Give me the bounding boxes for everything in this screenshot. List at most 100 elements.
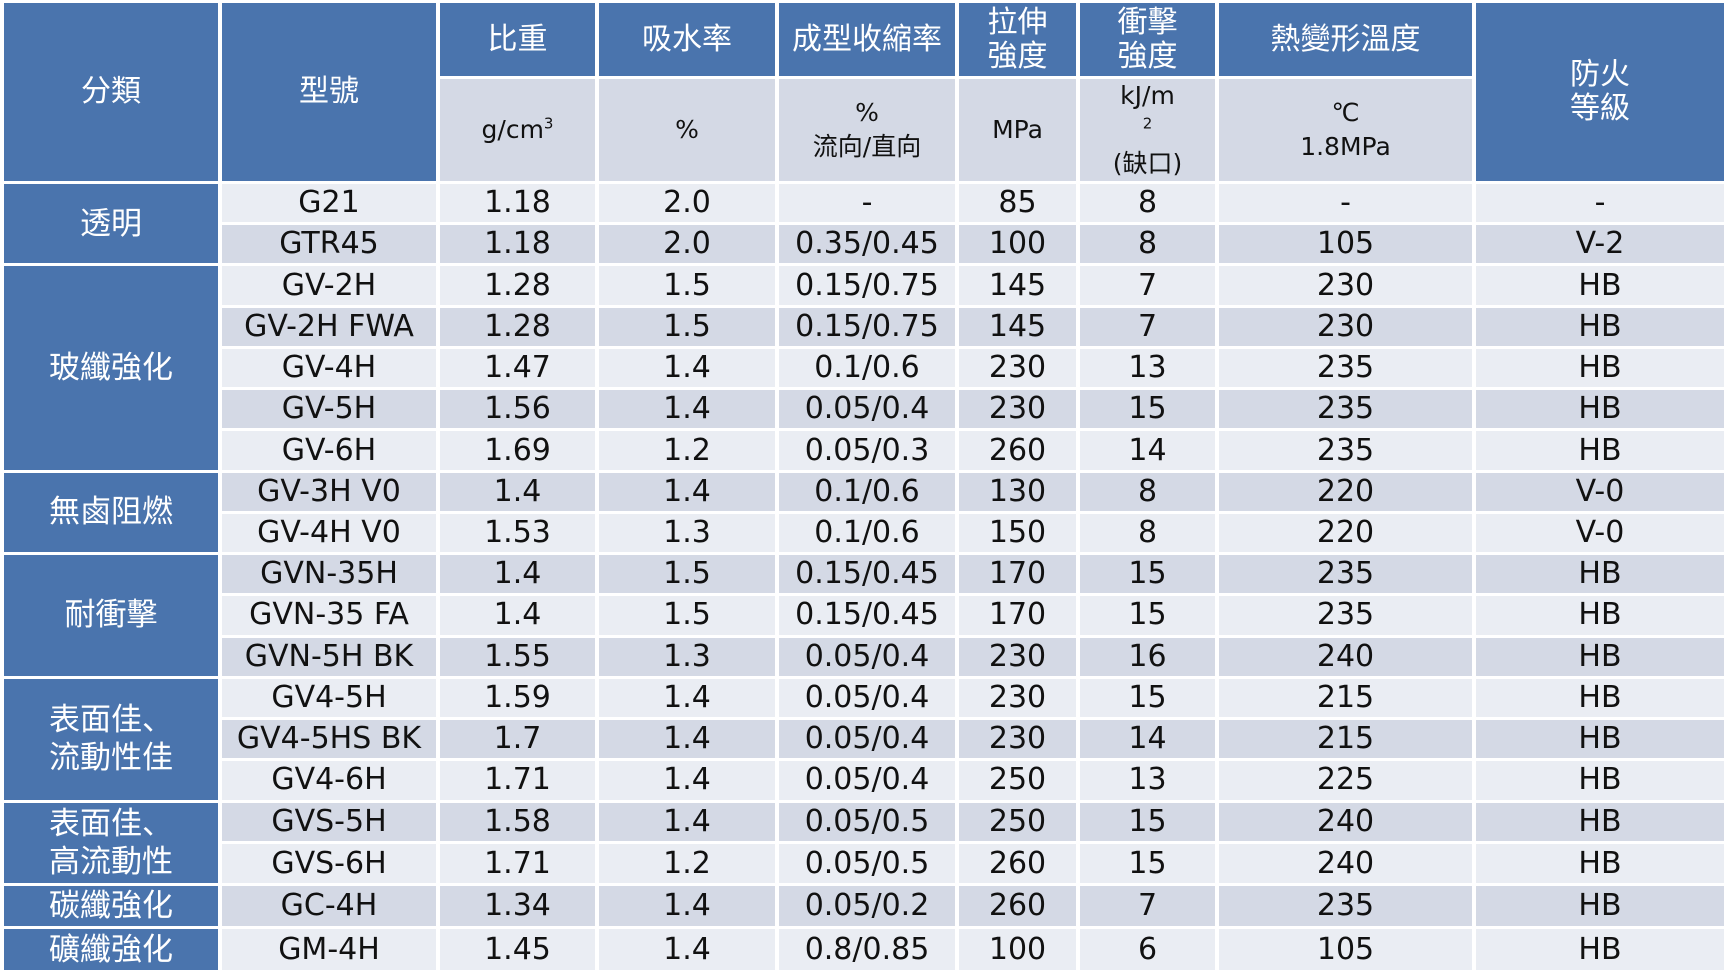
table-body: 透明 G21 1.18 2.0-85 8- - GTR45 1.18 2.0 0.35/0.45 1… (4, 184, 1724, 970)
hdt-cell: 230 (1219, 266, 1472, 305)
hdt-cell: 230 (1219, 307, 1472, 346)
model-cell: GTR45 (222, 225, 436, 264)
impact-cell: 14 (1080, 431, 1215, 470)
shrinkage-cell: 0.05/0.3 (779, 431, 955, 470)
hdt-cell: 235 (1219, 390, 1472, 429)
impact-cell: 15 (1080, 678, 1215, 718)
table-row: GV-2H FWA 1.28 1.5 0.15/0.75 145 7 230 HB (4, 307, 1724, 346)
header-tensile-line1: 拉伸 (987, 4, 1048, 40)
model-cell: GVN-5H BK (222, 637, 436, 676)
density-cell: 1.7 (440, 720, 595, 759)
shrinkage-cell: - (779, 184, 955, 223)
shrinkage-cell: 0.05/0.4 (779, 390, 955, 429)
unit-shrinkage-line1: % (855, 98, 879, 127)
shrinkage-cell: 0.1/0.6 (779, 513, 955, 553)
unit-impact-line1: kJ/m 2 (1080, 79, 1215, 147)
unit-water-absorption: % (599, 79, 775, 181)
hdt-cell: 235 (1219, 431, 1472, 470)
water-absorption-cell: 1.4 (599, 348, 775, 388)
shrinkage-cell: 0.15/0.75 (779, 307, 955, 346)
fire-rating-cell: - (1476, 184, 1724, 223)
fire-rating-cell: HB (1476, 678, 1724, 718)
header-density: 比重 (440, 3, 595, 76)
fire-rating-cell: HB (1476, 637, 1724, 676)
table-row: GVN-5H BK 1.55 1.3 0.05/0.4 230 16 240 HB (4, 637, 1724, 676)
category-cell: 碳纖強化 (4, 886, 218, 927)
header-category: 分類 (4, 3, 218, 181)
tensile-cell: 150 (959, 513, 1076, 553)
fire-rating-cell: V-2 (1476, 225, 1724, 264)
header-water-absorption: 吸水率 (599, 3, 775, 76)
tensile-cell: 230 (959, 720, 1076, 759)
model-cell: GV-2H FWA (222, 307, 436, 346)
density-cell: 1.69 (440, 431, 595, 470)
category-cell: 礦纖強化 (4, 929, 218, 970)
model-cell: G21 (222, 184, 436, 223)
hdt-cell: 235 (1219, 555, 1472, 594)
hdt-cell: 235 (1219, 348, 1472, 388)
unit-hdt-line1: ℃ (1331, 98, 1360, 127)
density-cell: 1.59 (440, 678, 595, 718)
unit-hdt-line2: 1.8MPa (1300, 132, 1391, 161)
tensile-cell: 100 (959, 225, 1076, 264)
impact-cell: 15 (1080, 555, 1215, 594)
density-cell: 1.34 (440, 886, 595, 927)
density-cell: 1.28 (440, 266, 595, 305)
table-row: GVN-35 FA 1.4 1.5 0.15/0.45 170 15 235 HB (4, 596, 1724, 635)
impact-cell: 8 (1080, 184, 1215, 223)
water-absorption-cell: 1.4 (599, 390, 775, 429)
shrinkage-cell: 0.15/0.45 (779, 596, 955, 635)
hdt-cell: 215 (1219, 678, 1472, 718)
density-cell: 1.4 (440, 472, 595, 511)
impact-cell: 14 (1080, 720, 1215, 759)
density-cell: 1.28 (440, 307, 595, 346)
hdt-cell: 235 (1219, 886, 1472, 927)
water-absorption-cell: 1.4 (599, 886, 775, 927)
table-row: GV4-5HS BK 1.7 1.4 0.05/0.4 230 14 215 HB (4, 720, 1724, 759)
impact-cell: 13 (1080, 348, 1215, 388)
unit-shrinkage-line2: 流向/直向 (812, 132, 922, 161)
model-cell: GC-4H (222, 886, 436, 927)
header-tensile-line2: 強度 (987, 38, 1048, 74)
water-absorption-cell: 1.3 (599, 637, 775, 676)
density-cell: 1.58 (440, 802, 595, 842)
header-impact: 衝擊 強度 (1080, 3, 1215, 76)
hdt-cell: 105 (1219, 929, 1472, 970)
model-cell: GV4-5HS BK (222, 720, 436, 759)
tensile-cell: 130 (959, 472, 1076, 511)
water-absorption-cell: 1.2 (599, 431, 775, 470)
impact-cell: 7 (1080, 886, 1215, 927)
water-absorption-cell: 1.4 (599, 472, 775, 511)
hdt-cell: 240 (1219, 802, 1472, 842)
model-cell: GVS-5H (222, 802, 436, 842)
shrinkage-cell: 0.15/0.75 (779, 266, 955, 305)
unit-density: g/cm3 (440, 79, 595, 181)
shrinkage-cell: 0.15/0.45 (779, 555, 955, 594)
tensile-cell: 260 (959, 431, 1076, 470)
water-absorption-cell: 1.4 (599, 802, 775, 842)
tensile-cell: 170 (959, 555, 1076, 594)
shrinkage-cell: 0.05/0.4 (779, 637, 955, 676)
shrinkage-cell: 0.05/0.5 (779, 802, 955, 842)
density-cell: 1.71 (440, 761, 595, 800)
density-cell: 1.56 (440, 390, 595, 429)
model-cell: GVN-35 FA (222, 596, 436, 635)
fire-rating-cell: HB (1476, 596, 1724, 635)
tensile-cell: 230 (959, 637, 1076, 676)
water-absorption-cell: 2.0 (599, 184, 775, 223)
water-absorption-cell: 1.5 (599, 307, 775, 346)
unit-impact-line2: (缺口) (1112, 149, 1183, 178)
shrinkage-cell: 0.1/0.6 (779, 348, 955, 388)
unit-tensile: MPa (959, 79, 1076, 181)
tensile-cell: 250 (959, 761, 1076, 800)
model-cell: GV-4H (222, 348, 436, 388)
impact-cell: 15 (1080, 596, 1215, 635)
table-row: 表面佳、 高流動性 GVS-5H 1.58 1.4 0.05/0.5 250 15 240 HB (4, 802, 1724, 884)
model-cell: GV-3H V0 (222, 472, 436, 511)
density-cell: 1.45 (440, 929, 595, 970)
model-cell: GV-4H V0 (222, 513, 436, 553)
table-row: 礦纖強化 GM-4H 1.45 1.4 0.8/0.85 100 6 105 HB (4, 929, 1724, 970)
table-row: GVS-6H 1.71 1.2 0.05/0.5 260 15 240 HB (4, 844, 1724, 884)
impact-cell: 15 (1080, 844, 1215, 884)
